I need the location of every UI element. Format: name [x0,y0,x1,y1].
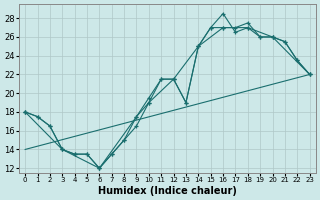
X-axis label: Humidex (Indice chaleur): Humidex (Indice chaleur) [98,186,237,196]
